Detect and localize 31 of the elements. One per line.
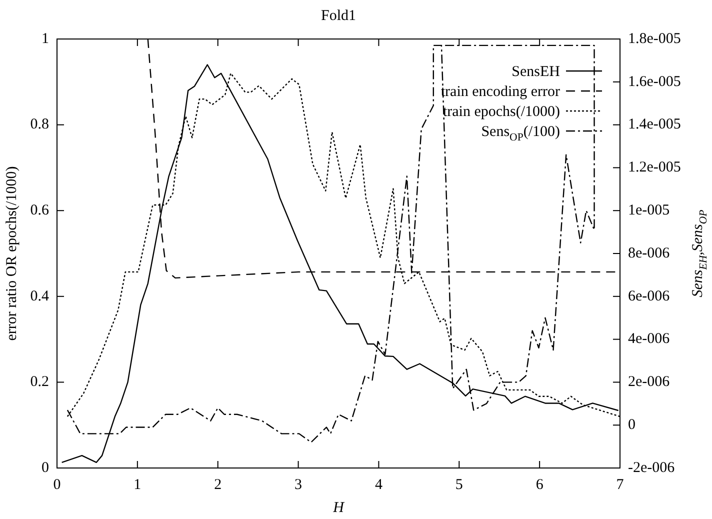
y-tick-label: 0.2 [30, 374, 49, 390]
y2-tick-label: 6e-006 [628, 288, 670, 304]
y2-tick-label: 1.8e-005 [628, 30, 681, 47]
y2-tick-label: 1.4e-005 [628, 116, 681, 133]
x-axis-title: H [332, 500, 346, 516]
y-tick-label: 0.6 [30, 202, 50, 219]
y-axis-title: error ratio OR epochs(/1000) [4, 166, 20, 341]
y2-tick-label: 1.2e-005 [628, 160, 681, 176]
y2-tick-label: 1e-005 [628, 202, 670, 219]
x-tick-label: 6 [536, 476, 544, 493]
chart-title: Fold1 [320, 8, 356, 24]
y2-tick-label: 2e-006 [628, 374, 670, 390]
x-tick-label: 0 [53, 476, 61, 493]
x-tick-label: 1 [134, 476, 142, 493]
legend-label: train epochs(/1000) [442, 104, 560, 120]
x-tick-label: 7 [616, 476, 624, 493]
x-tick-label: 4 [374, 476, 383, 493]
y-tick-label: 0 [42, 460, 49, 476]
y-tick-label: 0.8 [30, 116, 49, 133]
legend-label: SensEH [512, 64, 560, 80]
y2-tick-label: 8e-006 [628, 245, 670, 262]
x-tick-label: 3 [294, 476, 302, 493]
y2-tick-label: 0 [628, 417, 636, 434]
y2-tick-label: 4e-006 [628, 331, 670, 348]
y2-axis-title: SensEH,SensOP [690, 209, 710, 298]
x-tick-label: 5 [455, 476, 463, 493]
y-tick-label: 0.4 [30, 288, 50, 304]
y2-tick-label: 1.6e-005 [628, 74, 681, 90]
x-tick-label: 2 [214, 476, 222, 493]
y-tick-label: 1 [42, 30, 49, 47]
y2-tick-label: -2e-006 [628, 460, 676, 476]
